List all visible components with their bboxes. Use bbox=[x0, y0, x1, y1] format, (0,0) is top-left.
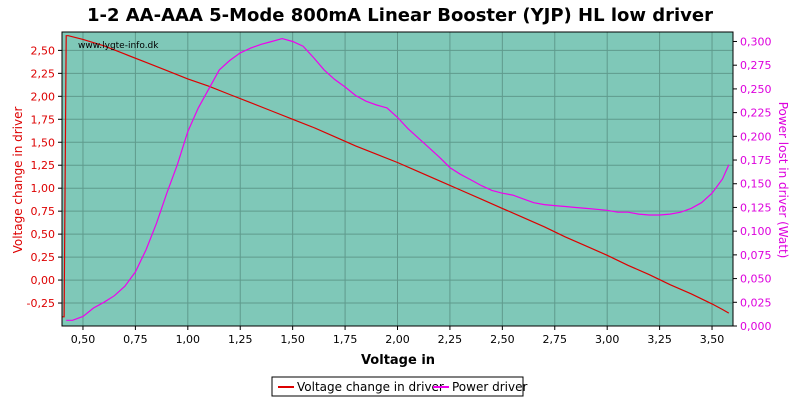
chart-title: 1-2 AA-AAA 5-Mode 800mA Linear Booster (… bbox=[87, 5, 713, 26]
grid bbox=[62, 32, 733, 326]
x-axis-label: Voltage in bbox=[361, 353, 435, 368]
legend: Voltage change in driver Power driver bbox=[271, 376, 527, 397]
watermark: www.lygte-info.dk bbox=[78, 41, 159, 51]
x-tick-label: 2,25 bbox=[438, 333, 463, 346]
y-axis-left-label: Voltage change in driver bbox=[11, 107, 25, 254]
y-left-tick-label: -0,25 bbox=[27, 297, 55, 310]
y-left-tick-label: 1,75 bbox=[31, 113, 56, 126]
y-right-tick-label: 0,150 bbox=[740, 178, 772, 191]
x-tick-label: 0,75 bbox=[123, 333, 148, 346]
y-left-tick-label: 0,00 bbox=[31, 274, 56, 287]
x-tick-label: 3,25 bbox=[647, 333, 672, 346]
y-right-tick-label: 0,125 bbox=[740, 201, 772, 214]
x-tick-label: 2,00 bbox=[385, 333, 410, 346]
y-left-tick-label: 2,25 bbox=[31, 67, 56, 80]
x-tick-label: 1,75 bbox=[333, 333, 358, 346]
y-left-tick-label: 0,75 bbox=[31, 205, 56, 218]
x-tick-label: 1,50 bbox=[280, 333, 305, 346]
series-layer bbox=[62, 35, 730, 321]
y-right-tick-label: 0,225 bbox=[740, 107, 772, 120]
legend-box bbox=[271, 376, 524, 397]
y-left-tick-label: 1,00 bbox=[31, 182, 56, 195]
series-line-power-driver bbox=[66, 37, 730, 321]
legend-label-voltage-change: Voltage change in driver bbox=[297, 380, 444, 394]
y-left-tick-label: 2,00 bbox=[31, 90, 56, 103]
y-right-tick-label: 0,075 bbox=[740, 249, 772, 262]
y-left-tick-label: 1,50 bbox=[31, 136, 56, 149]
y-right-tick-label: 0,200 bbox=[740, 130, 772, 143]
y-axis-right-label: Power lost in driver (Watt) bbox=[776, 102, 790, 259]
y-right-tick-label: 0,025 bbox=[740, 296, 772, 309]
y-right-tick-label: 0,000 bbox=[740, 320, 772, 333]
x-tick-label: 1,25 bbox=[228, 333, 253, 346]
y-right-tick-label: 0,275 bbox=[740, 59, 772, 72]
x-tick-label: 0,50 bbox=[71, 333, 96, 346]
tick-labels: 0,50 0,75 1,00 1,25 1,50 1,75 2,00 2,25 2,50 2,75… bbox=[27, 35, 772, 346]
legend-label-power-driver: Power driver bbox=[452, 380, 527, 394]
y-right-tick-label: 0,100 bbox=[740, 225, 772, 238]
y-left-tick-label: 2,50 bbox=[31, 44, 56, 57]
y-right-tick-label: 0,250 bbox=[740, 83, 772, 96]
x-tick-label: 2,75 bbox=[543, 333, 568, 346]
y-right-tick-label: 0,300 bbox=[740, 35, 772, 48]
y-left-tick-label: 0,50 bbox=[31, 228, 56, 241]
x-tick-label: 2,50 bbox=[490, 333, 515, 346]
y-left-tick-label: 1,25 bbox=[31, 159, 56, 172]
x-tick-label: 1,00 bbox=[176, 333, 201, 346]
y-left-tick-label: 0,25 bbox=[31, 251, 56, 264]
y-right-tick-label: 0,175 bbox=[740, 154, 772, 167]
y-right-tick-label: 0,050 bbox=[740, 273, 772, 286]
x-tick-label: 3,50 bbox=[700, 333, 725, 346]
x-tick-label: 3,00 bbox=[595, 333, 620, 346]
series-line-voltage-change bbox=[62, 35, 730, 318]
